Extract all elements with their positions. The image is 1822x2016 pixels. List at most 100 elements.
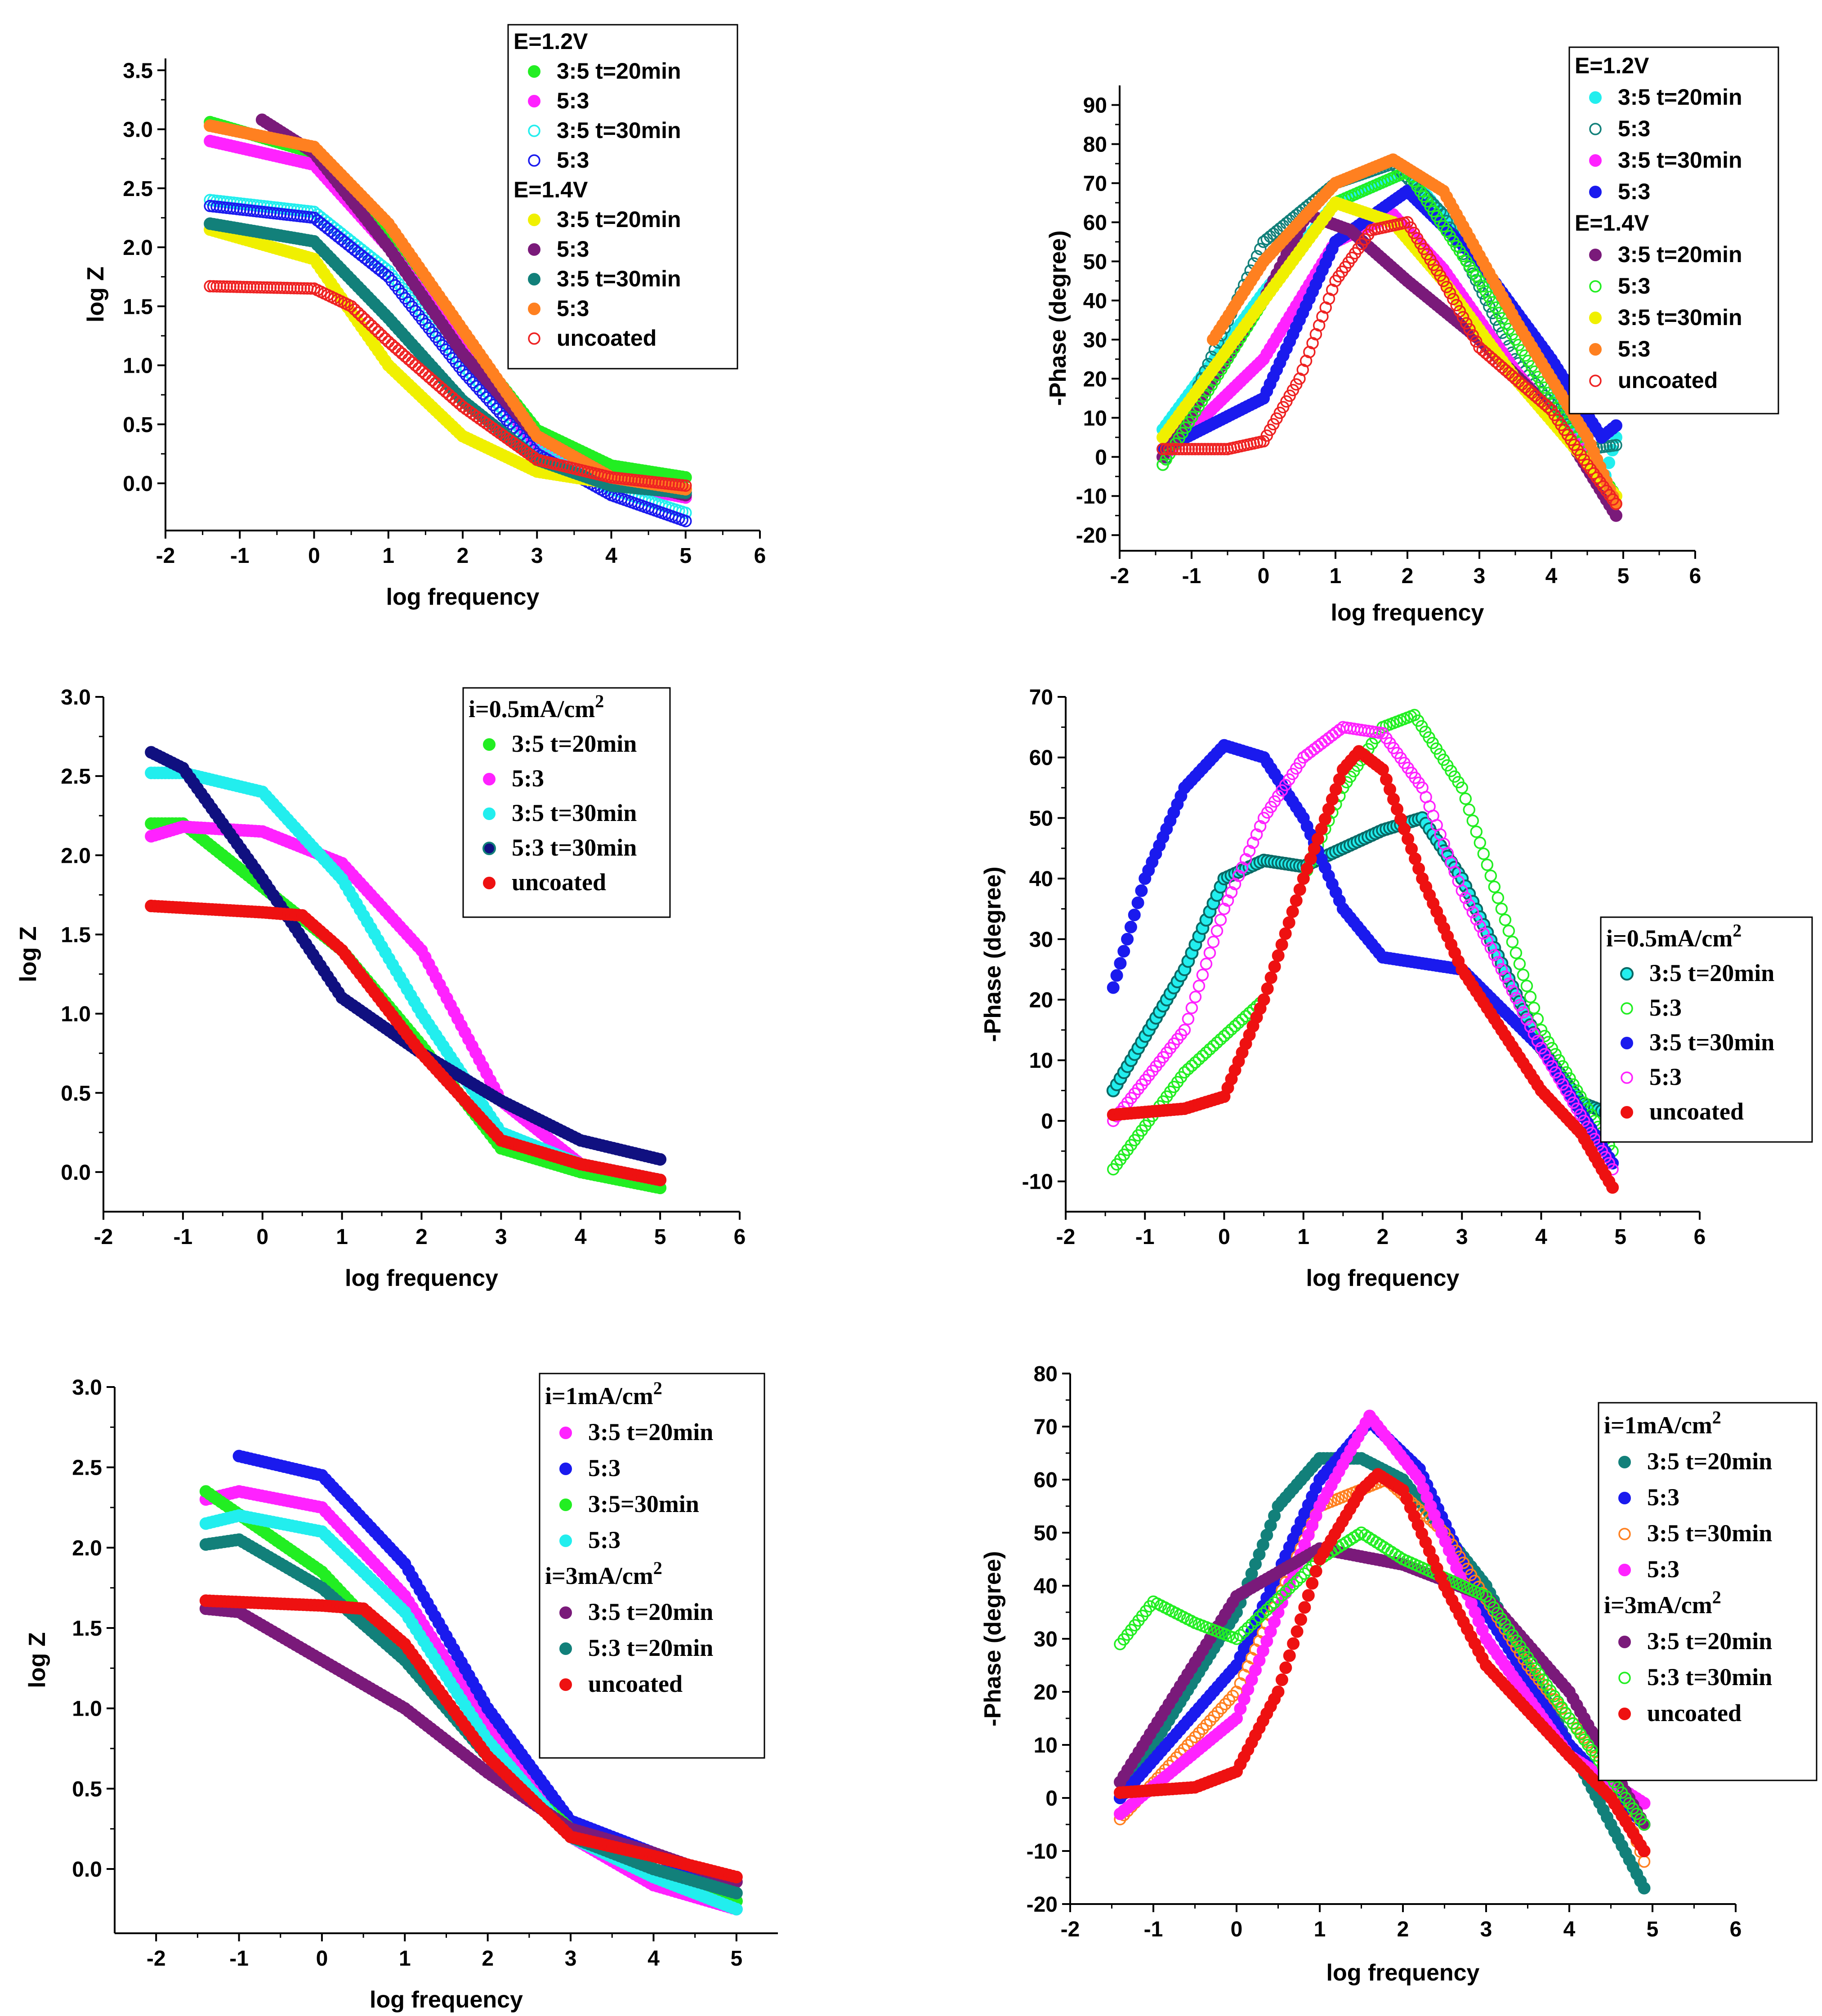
y-tick-label: 40	[1029, 867, 1053, 891]
legend-label: 3:5 t=20min	[557, 58, 681, 84]
data-point	[463, 372, 476, 385]
legend-header-text: i=0.5mA/cm	[469, 696, 595, 723]
data-point	[1264, 971, 1277, 984]
legend-marker	[528, 95, 540, 107]
x-tick-label: 0	[316, 1947, 328, 1971]
y-tick-label: 50	[1029, 807, 1053, 830]
x-axis-title: log frequency	[1306, 1265, 1460, 1291]
legend-label: uncoated	[512, 869, 606, 896]
y-tick-label: 2.5	[123, 177, 153, 201]
legend-label: 3:5 t=20min	[557, 207, 681, 232]
data-point	[483, 395, 496, 408]
data-point	[477, 387, 489, 400]
y-tick-label: 0.0	[72, 1858, 102, 1882]
x-tick-label: -1	[174, 1225, 193, 1249]
data-point	[1114, 957, 1127, 970]
x-tick-label: 0	[1258, 564, 1270, 588]
y-tick-label: 0.0	[61, 1161, 91, 1185]
data-point	[473, 384, 486, 397]
x-tick-label: 2	[482, 1947, 494, 1971]
legend-marker	[1589, 154, 1602, 167]
data-point	[1286, 905, 1299, 918]
data-point	[679, 515, 692, 527]
x-tick-label: 3	[1474, 564, 1486, 588]
data-point	[1293, 883, 1306, 896]
y-tick-label: 1.0	[123, 354, 153, 378]
legend-marker	[528, 214, 540, 226]
data-point	[654, 1153, 667, 1166]
x-tick-label: 4	[605, 544, 617, 568]
legend-label: 3:5 t=30min	[1649, 1029, 1774, 1056]
data-point	[1268, 960, 1281, 973]
legend-marker	[1589, 249, 1602, 261]
y-tick-label: 0.0	[123, 472, 153, 496]
x-tick-label: 5	[730, 1947, 742, 1971]
data-point	[1272, 949, 1285, 962]
data-point	[507, 421, 520, 434]
data-point	[487, 399, 500, 411]
y-axis-title: -Phase (degree)	[1045, 230, 1071, 406]
legend-marker	[1589, 91, 1602, 104]
y-tick-label: 3.0	[61, 686, 91, 709]
y-tick-label: 70	[1029, 686, 1053, 709]
legend-label: 5:3	[1618, 336, 1650, 361]
data-point	[654, 1173, 667, 1186]
y-tick-label: 50	[1083, 250, 1107, 274]
legend-header-text: E=1.2V	[1575, 53, 1649, 78]
y-axis-title: log Z	[15, 926, 41, 982]
x-tick-label: 4	[1535, 1225, 1547, 1249]
legend-header: E=1.4V	[1575, 210, 1649, 236]
legend-marker	[1589, 312, 1602, 324]
panel-a: -2 -1 0 1 2 3 4 5 60.00.51.01.52.02.53.03.5 log …	[83, 24, 766, 610]
y-tick-label: 60	[1029, 746, 1053, 770]
x-tick-label: 2	[457, 544, 469, 568]
data-point	[730, 1903, 743, 1916]
legend-header: i=0.5mA/cm2	[469, 691, 604, 723]
data-point	[497, 410, 509, 423]
x-tick-label: -2	[1110, 564, 1130, 588]
x-tick-label: 6	[754, 544, 766, 568]
data-point	[1121, 932, 1134, 946]
data-point	[1275, 938, 1288, 951]
y-tick-label: 2.5	[61, 765, 91, 789]
x-axis-title: log frequency	[386, 584, 540, 610]
y-tick-label: 2.0	[61, 844, 91, 868]
data-point	[1610, 419, 1622, 432]
data-point	[1290, 894, 1303, 907]
y-tick-label: 40	[1083, 289, 1107, 313]
x-tick-label: 3	[1456, 1225, 1468, 1249]
x-tick-label: 6	[734, 1225, 746, 1249]
data-point	[1110, 969, 1123, 982]
legend-label: 3:5 t=20min	[1649, 959, 1774, 986]
legend-marker	[482, 842, 496, 855]
data-point	[1117, 945, 1130, 958]
y-tick-label: 0.5	[72, 1777, 102, 1801]
legend-label: 5:3	[1618, 116, 1650, 141]
x-tick-label: -2	[156, 544, 175, 568]
legend-label: 5:3	[1618, 179, 1650, 204]
data-point	[1128, 908, 1141, 921]
legend-label: uncoated	[1618, 368, 1718, 393]
legend-marker	[483, 773, 496, 785]
legend-label: 5:3	[557, 88, 589, 113]
legend-header: E=1.2V	[514, 29, 588, 54]
x-tick-label: 3	[531, 544, 543, 568]
x-axis-title: log frequency	[1331, 600, 1484, 626]
data-point	[1107, 981, 1120, 994]
y-tick-label: 90	[1083, 94, 1107, 117]
x-tick-label: 2	[1377, 1225, 1389, 1249]
y-tick-label: -10	[1022, 1170, 1053, 1194]
legend-label: 5:3	[557, 236, 589, 262]
y-tick-label: 1.5	[72, 1617, 102, 1641]
data-point	[1279, 927, 1292, 940]
y-tick-label: 3.0	[72, 1376, 102, 1400]
legend-label: 5:3 t=30min	[512, 834, 637, 861]
y-tick-label: 2.5	[72, 1456, 102, 1480]
data-point	[1135, 884, 1148, 897]
x-tick-label: 4	[1545, 564, 1558, 588]
legend-marker	[1589, 343, 1602, 356]
legend-header-text: i=0.5mA/cm	[1606, 925, 1733, 952]
legend-marker	[528, 303, 540, 315]
